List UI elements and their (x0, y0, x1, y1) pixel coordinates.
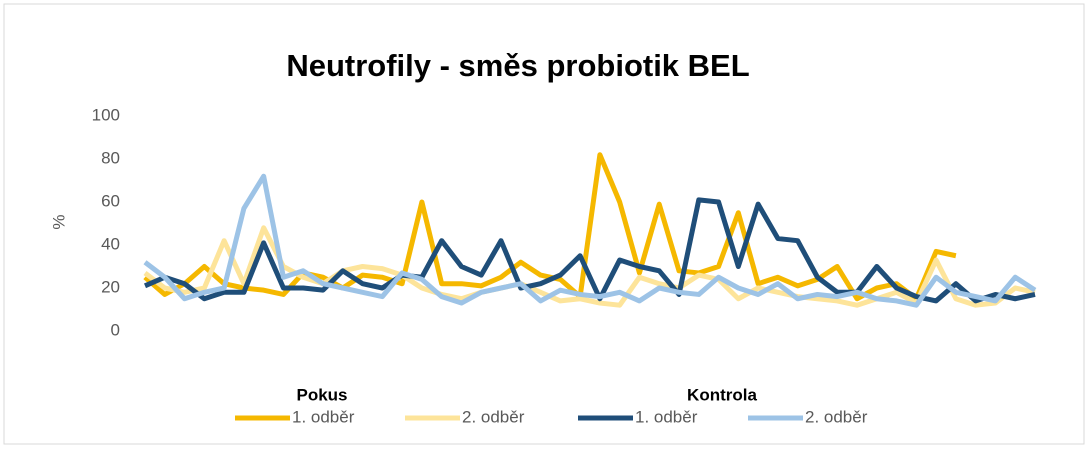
y-tick-label: 40 (101, 234, 120, 253)
legend-label: 2. odběr (462, 407, 525, 426)
y-tick-label: 100 (92, 105, 120, 124)
chart-title: Neutrofily - směs probiotik BEL (286, 48, 749, 83)
series-line (143, 173, 1037, 308)
y-tick-label: 80 (101, 148, 120, 167)
legend-label: 1. odběr (635, 407, 698, 426)
legend-label: 1. odběr (292, 407, 355, 426)
y-tick-label: 60 (101, 191, 120, 210)
legend-label: 2. odběr (805, 407, 868, 426)
legend-group: Pokus (296, 385, 347, 404)
legend-group: Kontrola (687, 385, 757, 404)
series-line (144, 197, 1036, 304)
chart-frame (3, 3, 1085, 445)
y-tick-label: 0 (111, 320, 120, 339)
y-axis-label: % (49, 214, 68, 229)
y-tick-label: 20 (101, 277, 120, 296)
